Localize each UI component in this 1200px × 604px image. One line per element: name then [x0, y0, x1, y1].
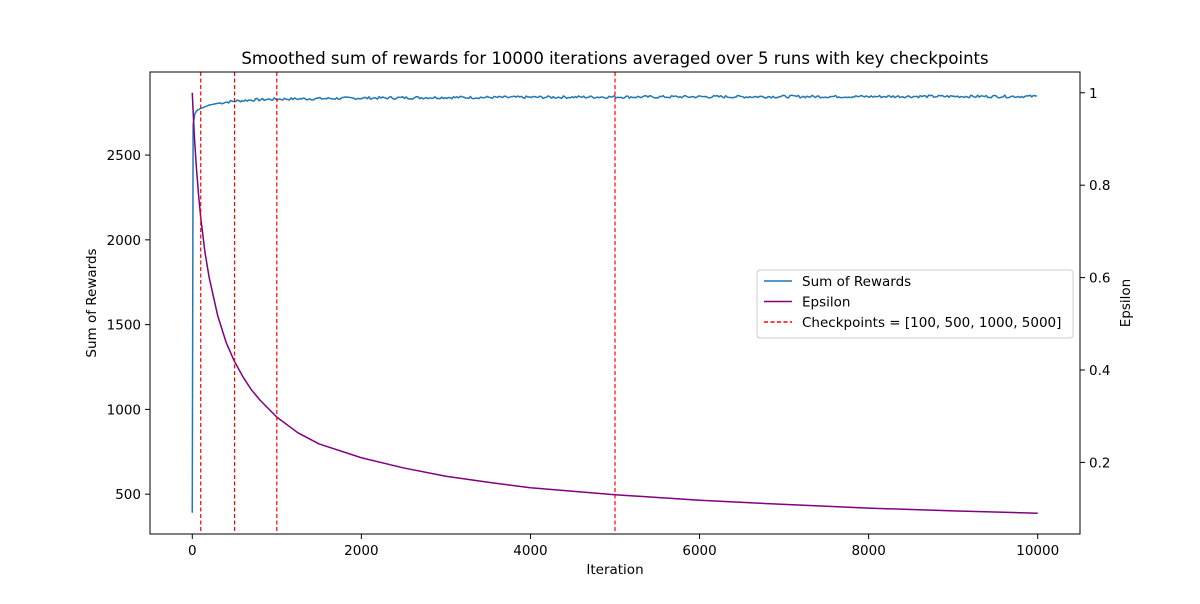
- y2-tick-label: 0.4: [1089, 363, 1110, 379]
- y2-tick-label: 0.6: [1089, 271, 1110, 287]
- y-tick-label: 1500: [107, 318, 141, 334]
- y2-tick-label: 1: [1089, 86, 1098, 102]
- y2-axis-label: Epsilon: [1118, 279, 1134, 327]
- y-tick-label: 1000: [107, 402, 141, 418]
- legend: Sum of Rewards Epsilon Checkpoints = [100,…: [756, 269, 1074, 339]
- y-tick-label: 2500: [107, 148, 141, 164]
- plot-frame: [149, 71, 1081, 535]
- epsilon-line: [191, 92, 1038, 514]
- legend-label: Sum of Rewards: [802, 274, 911, 290]
- y-axis-label: Sum of Rewards: [84, 248, 100, 357]
- y2-tick-label: 0.2: [1089, 455, 1110, 471]
- x-tick-label: 2000: [344, 543, 378, 559]
- x-tick-label: 10000: [1016, 543, 1059, 559]
- x-tick-label: 6000: [682, 543, 716, 559]
- y-tick-label: 500: [115, 487, 141, 503]
- x-tick-label: 4000: [513, 543, 547, 559]
- legend-label: Checkpoints = [100, 500, 1000, 5000]: [802, 315, 1061, 331]
- x-axis-label: Iteration: [586, 562, 643, 578]
- x-tick-label: 0: [188, 543, 197, 559]
- legend-label: Epsilon: [802, 295, 850, 311]
- chart-title: Smoothed sum of rewards for 10000 iterat…: [241, 49, 988, 68]
- legend-box: [756, 269, 1074, 339]
- x-tick-label: 8000: [851, 543, 885, 559]
- y2-tick-label: 0.8: [1089, 178, 1110, 194]
- rewards-line: [191, 94, 1037, 513]
- y-tick-label: 2000: [107, 233, 141, 249]
